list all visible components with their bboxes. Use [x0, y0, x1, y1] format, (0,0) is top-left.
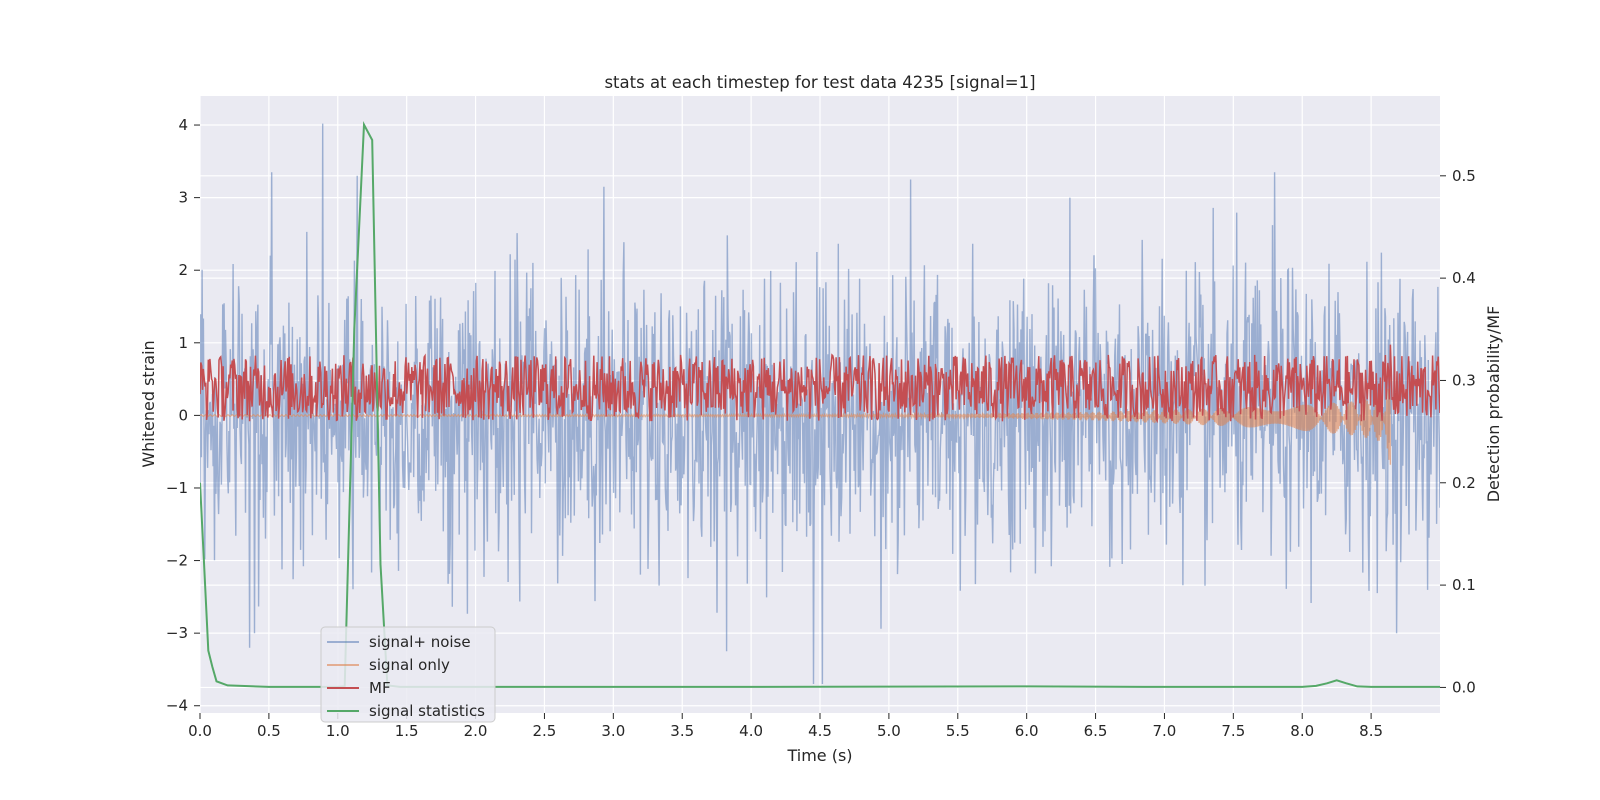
y-tick-label-left: 2	[178, 261, 188, 279]
x-tick-label: 7.5	[1221, 722, 1245, 740]
y-tick-label-right: 0.4	[1452, 269, 1476, 287]
x-tick-label: 6.5	[1084, 722, 1108, 740]
legend: signal+ noise signal only MF signal statist…	[320, 626, 496, 723]
x-tick-label: 2.0	[464, 722, 488, 740]
series-signal-statistics	[200, 121, 1440, 688]
y-axis-title-left: Whitened strain	[139, 340, 158, 467]
chart-title: stats at each timestep for test data 423…	[604, 73, 1035, 92]
y-tick-label-left: −2	[166, 552, 188, 570]
y-tick-label-left: 0	[178, 406, 188, 424]
legend-label: MF	[369, 679, 391, 697]
x-tick-label: 0.0	[188, 722, 212, 740]
y-tick-label-right: 0.3	[1452, 371, 1476, 389]
y-tick-label-left: −4	[166, 697, 188, 715]
series-signal-only	[200, 382, 1392, 465]
legend-label: signal statistics	[369, 702, 485, 720]
y-tick-label-left: −3	[166, 624, 188, 642]
x-tick-label: 3.5	[670, 722, 694, 740]
legend-label: signal only	[369, 656, 450, 674]
y-tick-label-left: −1	[166, 479, 188, 497]
x-tick-label: 5.0	[877, 722, 901, 740]
x-tick-label: 1.5	[395, 722, 419, 740]
tick-labels: 0.0 0.5 1.0 1.5 2.0 2.5 3.0 3.5 4.0 4.5 5.0 5.5 6.0 6…	[166, 116, 1476, 740]
y-tick-label-right: 0.2	[1452, 474, 1476, 492]
y-tick-label-left: 4	[178, 116, 188, 134]
x-tick-label: 8.5	[1359, 722, 1383, 740]
series-mf	[200, 344, 1440, 424]
plot-area	[200, 121, 1440, 688]
x-axis-title: Time (s)	[786, 746, 852, 765]
legend-label: signal+ noise	[369, 633, 471, 651]
x-tick-label: 5.5	[946, 722, 970, 740]
x-tick-label: 1.0	[326, 722, 350, 740]
x-tick-label: 0.5	[257, 722, 281, 740]
legend-box	[320, 626, 496, 723]
y-tick-label-left: 1	[178, 334, 188, 352]
x-tick-label: 3.0	[601, 722, 625, 740]
x-tick-label: 7.0	[1153, 722, 1177, 740]
y-tick-label-right: 0.5	[1452, 167, 1476, 185]
x-tick-label: 2.5	[533, 722, 557, 740]
y-tick-label-right: 0.1	[1452, 576, 1476, 594]
x-tick-label: 4.0	[739, 722, 763, 740]
x-tick-label: 6.0	[1015, 722, 1039, 740]
y-axis-title-right: Detection probability/MF	[1484, 306, 1503, 503]
x-tick-label: 4.5	[808, 722, 832, 740]
x-tick-label: 8.0	[1290, 722, 1314, 740]
y-tick-label-right: 0.0	[1452, 678, 1476, 696]
y-tick-label-left: 3	[178, 189, 188, 207]
